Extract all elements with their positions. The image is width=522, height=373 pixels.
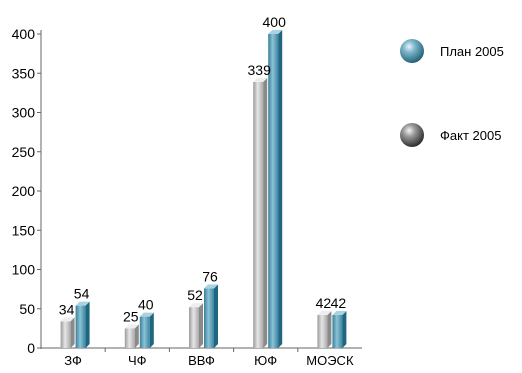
legend-label: Факт 2005 [440, 128, 501, 143]
bar-side [149, 312, 154, 348]
y-tick-label: 400 [12, 26, 36, 42]
data-label: 76 [202, 268, 218, 284]
legend-item-fact-2005: Факт 2005 [400, 123, 501, 147]
bar-plan-2005 [75, 301, 90, 348]
bar-front [332, 315, 343, 348]
bar-side [134, 324, 139, 348]
bar-side [327, 311, 332, 348]
bar-fact-2005 [189, 303, 203, 348]
axis-layer: 0 50 100 150 200 250 300 350 400 ЗФ ЧФ ВВФ ЮФ МОЭСК [12, 26, 362, 368]
data-label: 42 [316, 295, 332, 311]
bar-top [253, 77, 268, 82]
bar-side [70, 317, 75, 348]
data-label: 52 [187, 287, 203, 303]
bar-top [124, 324, 139, 329]
bar-fact-2005 [317, 311, 332, 348]
data-label: 54 [74, 286, 90, 302]
bar-top [189, 303, 203, 308]
bar-fact-2005 [60, 317, 75, 348]
bar-top [332, 311, 347, 316]
x-category-label: ЮФ [254, 353, 277, 368]
x-category-label: ЧФ [128, 353, 147, 368]
bar-top [268, 30, 283, 34]
bar-layer [60, 30, 347, 348]
y-tick-label: 150 [12, 222, 36, 238]
data-label: 40 [138, 297, 154, 313]
bar-side [342, 311, 347, 348]
bar-side [199, 303, 203, 348]
bar-front [253, 81, 264, 348]
bar-front [268, 34, 279, 348]
data-label: 34 [59, 301, 75, 317]
y-tick-label: 50 [19, 301, 35, 317]
y-tick-label: 250 [12, 144, 36, 160]
bar-top [317, 311, 332, 316]
legend-item-plan-2005: План 2005 [400, 39, 504, 63]
bar-top [204, 284, 218, 289]
bar-top [139, 312, 154, 317]
bar-front [75, 305, 86, 348]
bar-plan-2005 [204, 284, 218, 348]
data-label: 42 [331, 295, 347, 311]
legend-sphere-fact-icon [400, 123, 424, 147]
bar-side [263, 77, 268, 348]
bar-plan-2005 [332, 311, 347, 348]
bar-fact-2005 [124, 324, 139, 348]
bar-front [139, 316, 150, 348]
bar-fact-2005 [253, 77, 268, 348]
y-tick-label: 0 [27, 340, 35, 356]
legend: План 2005 Факт 2005 [400, 39, 504, 147]
bar-front [124, 328, 135, 348]
legend-label: План 2005 [440, 44, 504, 59]
bar-front [204, 288, 214, 348]
bar-front [60, 321, 71, 348]
data-label: 25 [123, 308, 139, 324]
bar-front [189, 307, 199, 348]
data-label: 400 [263, 14, 287, 30]
bar-plan-2005 [268, 30, 283, 348]
x-category-label: МОЭСК [306, 353, 354, 368]
bar-top [60, 317, 75, 322]
bar-plan-2005 [139, 312, 154, 348]
data-label: 339 [248, 62, 272, 78]
bar-side [85, 301, 90, 348]
x-category-label: ВВФ [188, 353, 215, 368]
x-category-label: ЗФ [64, 353, 82, 368]
y-tick-label: 350 [12, 65, 36, 81]
y-tick-label: 200 [12, 183, 36, 199]
bar-side [214, 284, 218, 348]
bar-front [317, 315, 328, 348]
bar-top [75, 301, 90, 306]
legend-sphere-plan-icon [400, 39, 424, 63]
bar-side [278, 30, 283, 348]
y-tick-label: 100 [12, 262, 36, 278]
y-tick-label: 300 [12, 105, 36, 121]
